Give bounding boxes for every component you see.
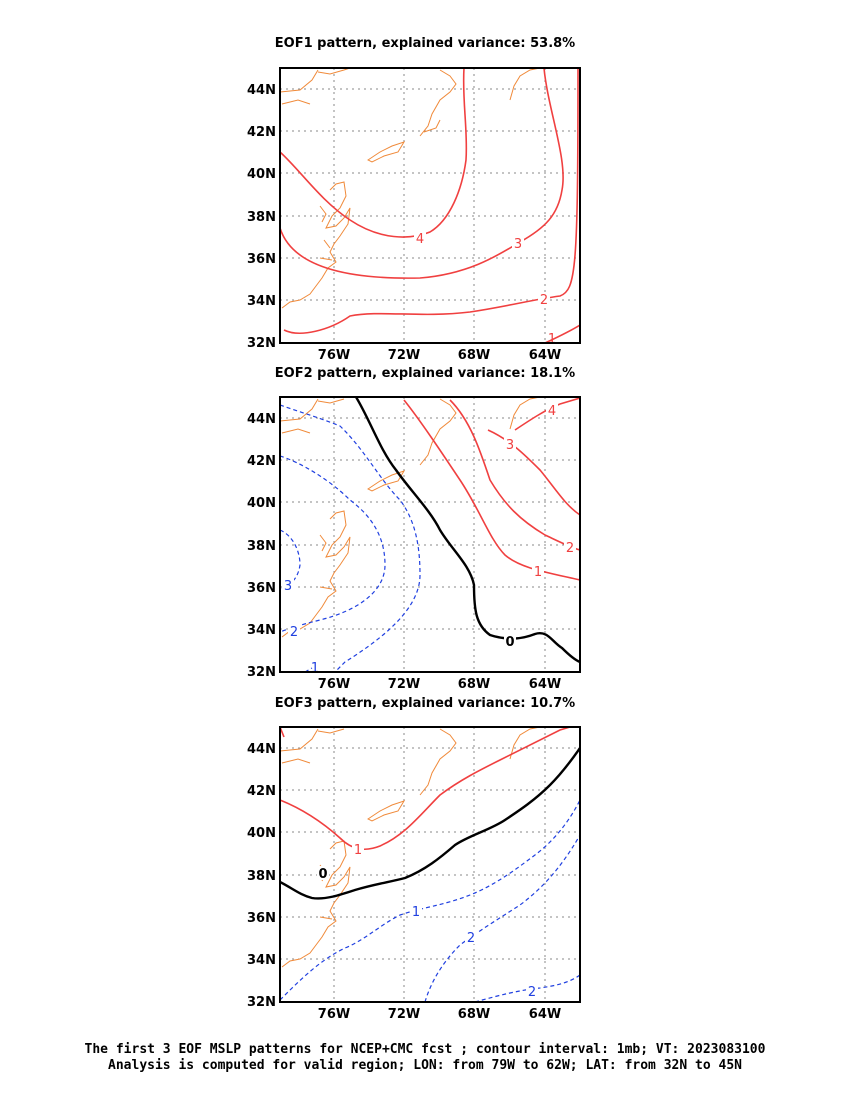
svg-text:40N: 40N [247,496,276,511]
caption-line-2: Analysis is computed for valid region; L… [108,1058,742,1073]
panel-1-grid [280,68,580,343]
svg-text:72W: 72W [388,677,420,692]
svg-text:42N: 42N [247,784,276,799]
panel-2-label-neg1: 1 [311,661,319,676]
panel-3-lon-ticks: 76W 72W 68W 64W [318,1007,561,1020]
svg-text:40N: 40N [247,826,276,841]
svg-text:34N: 34N [247,294,276,309]
svg-text:32N: 32N [247,665,276,680]
svg-text:38N: 38N [247,869,276,884]
panel-2-positive-contours [403,397,580,581]
panel-2-contour-labels: 4 3 2 1 0 1 2 3 [282,403,576,676]
panel-3-contour-labels: 1 0 1 2 2 [317,842,538,1000]
svg-text:72W: 72W [388,348,420,363]
panel-3-frame [279,726,581,1003]
panel-2-frame [279,396,581,673]
panel-3-title: EOF3 pattern, explained variance: 10.7% [274,696,576,711]
panel-1-lat-ticks: 32N 34N 36N 38N 40N 42N 44N [247,83,276,351]
panel-2-label-neg2: 2 [290,625,298,640]
svg-text:76W: 76W [318,348,350,363]
svg-text:76W: 76W [318,1007,350,1020]
panel-1-label-3: 3 [514,237,522,252]
svg-text:64W: 64W [529,1007,561,1020]
panel-1-label-2: 2 [540,293,548,308]
panel-2-zero-contour [354,397,580,664]
panel-1-frame [279,67,581,344]
panel-3-map: 1 0 1 2 2 32N 34N 36N 38N 40N 42N 44N 76… [247,726,581,1020]
caption-line-1: The first 3 EOF MSLP patterns for NCEP+C… [84,1042,766,1057]
panel-2-label-3: 3 [506,438,514,453]
panel-2-label-1: 1 [534,565,542,580]
panel-2-label-0: 0 [505,635,514,650]
panel-3-negative-contours [280,799,580,1002]
svg-text:36N: 36N [247,252,276,267]
svg-text:64W: 64W [529,348,561,363]
panel-2-map: 4 3 2 1 0 1 2 3 32N 34N 36N 38N 40N 42N … [247,396,581,692]
panel-2-lat-ticks: 32N 34N 36N 38N 40N 42N 44N [247,412,276,680]
panel-2-label-2: 2 [566,541,574,556]
svg-text:44N: 44N [247,83,276,98]
panel-3-label-1: 1 [354,843,362,858]
svg-text:64W: 64W [529,677,561,692]
svg-text:68W: 68W [458,348,490,363]
panel-1-contours [280,68,580,343]
svg-text:36N: 36N [247,581,276,596]
panel-1-coastline [280,68,541,309]
svg-text:68W: 68W [458,1007,490,1020]
panel-3-zero-contour [280,747,580,900]
svg-text:76W: 76W [318,677,350,692]
panel-1-label-4: 4 [416,232,424,247]
svg-text:40N: 40N [247,167,276,182]
svg-text:72W: 72W [388,1007,420,1020]
svg-text:44N: 44N [247,412,276,427]
panel-1-contour-labels: 4 3 2 1 [414,231,556,347]
panel-3-label-0: 0 [318,867,327,882]
panel-2-label-4: 4 [548,404,556,419]
svg-text:32N: 32N [247,995,276,1010]
svg-text:34N: 34N [247,953,276,968]
panel-2-coastline [280,397,541,638]
panel-1-title: EOF1 pattern, explained variance: 53.8% [274,36,576,51]
panel-3-label-neg1: 1 [412,905,420,920]
svg-text:68W: 68W [458,677,490,692]
panel-2-label-neg3: 3 [284,579,292,594]
panel-3-coastline [280,727,541,968]
svg-text:36N: 36N [247,911,276,926]
panel-1-label-1: 1 [548,332,556,347]
panel-3-label-neg2b: 2 [528,985,536,1000]
figure-caption: The first 3 EOF MSLP patterns for NCEP+C… [0,1042,850,1074]
svg-text:42N: 42N [247,454,276,469]
svg-text:42N: 42N [247,125,276,140]
svg-text:32N: 32N [247,336,276,351]
svg-text:38N: 38N [247,210,276,225]
svg-text:38N: 38N [247,539,276,554]
eof-maps: 4 3 2 1 32N 34N 36N 38N 40N 42N 44N 76W … [247,67,581,1020]
panel-1-map: 4 3 2 1 32N 34N 36N 38N 40N 42N 44N 76W … [247,67,581,363]
panel-3-lat-ticks: 32N 34N 36N 38N 40N 42N 44N [247,742,276,1010]
svg-text:34N: 34N [247,623,276,638]
svg-text:44N: 44N [247,742,276,757]
panel-3-grid [280,727,580,1002]
panel-3-label-neg2a: 2 [467,931,475,946]
panel-1-lon-ticks: 76W 72W 68W 64W [318,348,561,363]
panel-2-grid [280,397,580,672]
panel-2-title: EOF2 pattern, explained variance: 18.1% [274,366,576,381]
panel-2-lon-ticks: 76W 72W 68W 64W [318,677,561,692]
